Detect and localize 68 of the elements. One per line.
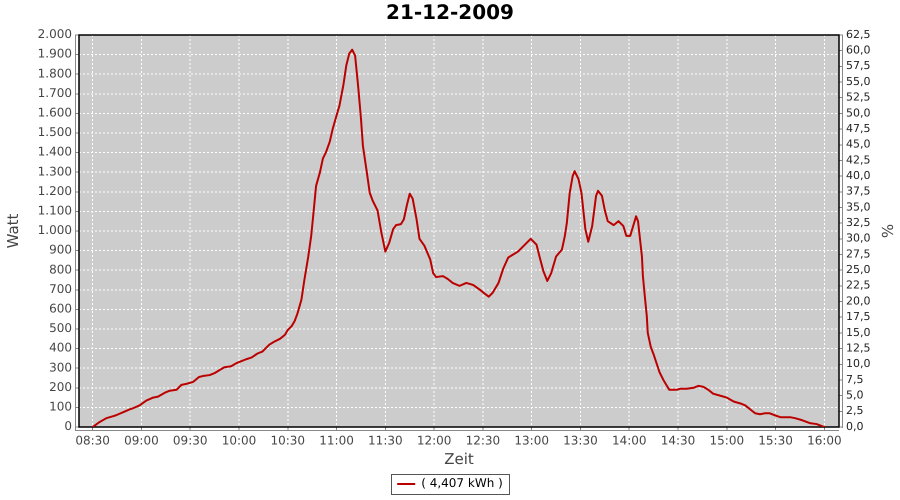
x-tick-label: 12:30 bbox=[466, 433, 500, 448]
y-tick-label: 400 bbox=[49, 340, 72, 355]
y2-tick-label: 52,5 bbox=[846, 90, 870, 104]
x-tick-label: 14:00 bbox=[612, 433, 647, 448]
y2-tick-label: 60,0 bbox=[846, 44, 870, 57]
x-tick-label: 13:00 bbox=[514, 433, 549, 448]
y2-tick-label: 62,5 bbox=[846, 28, 870, 41]
y-tick-label: 900 bbox=[49, 242, 72, 257]
x-tick-label: 08:30 bbox=[75, 433, 110, 448]
y2-tick-label: 42,5 bbox=[846, 153, 870, 166]
y-axis-title: Watt bbox=[4, 213, 22, 248]
y2-tick-label: 2,5 bbox=[846, 404, 864, 418]
y2-tick-label: 22,5 bbox=[846, 278, 870, 292]
x-tick-label: 11:00 bbox=[319, 433, 354, 448]
y-tick-label: 500 bbox=[49, 321, 72, 336]
y2-tick-label: 25,0 bbox=[846, 263, 870, 276]
y2-tick-label: 5,0 bbox=[846, 388, 864, 402]
y2-tick-label: 20,0 bbox=[846, 294, 870, 308]
x-tick-label: 15:00 bbox=[710, 433, 744, 448]
y-tick-label: 2.000 bbox=[38, 27, 72, 42]
x-tick-label: 12:00 bbox=[416, 433, 452, 448]
x-axis-title: Zeit bbox=[444, 450, 474, 468]
y-tick-label: 1.400 bbox=[38, 144, 72, 159]
y2-tick-label: 40,0 bbox=[846, 168, 870, 182]
y2-tick-label: 15,0 bbox=[846, 326, 870, 339]
y2-tick-label: 17,5 bbox=[846, 310, 870, 324]
y-tick-label: 700 bbox=[49, 282, 72, 296]
y-tick-label: 0 bbox=[64, 419, 72, 434]
y-tick-label: 1.300 bbox=[38, 164, 72, 178]
x-tick-label: 15:30 bbox=[758, 433, 793, 448]
y2-axis-title: % bbox=[878, 224, 896, 238]
y2-tick-label: 47,5 bbox=[846, 122, 870, 135]
y2-tick-label: 45,0 bbox=[846, 138, 870, 151]
y2-tick-label: 12,5 bbox=[846, 341, 870, 354]
y2-tick-label: 10,0 bbox=[846, 357, 870, 370]
x-tick-label: 09:30 bbox=[172, 433, 208, 448]
y-tick-label: 1.200 bbox=[38, 184, 72, 198]
x-tick-label: 11:30 bbox=[368, 433, 403, 448]
y-tick-label: 1.100 bbox=[38, 204, 72, 218]
x-tick-label: 13:30 bbox=[563, 433, 598, 448]
y2-tick-label: 37,5 bbox=[846, 184, 870, 198]
legend-label: ( 4,407 kWh ) bbox=[421, 476, 503, 490]
y-tick-label: 1.700 bbox=[38, 86, 72, 100]
y-tick-label: 100 bbox=[49, 400, 72, 414]
x-tick-label: 16:00 bbox=[807, 433, 842, 448]
y2-tick-label: 0,0 bbox=[846, 420, 864, 433]
y2-tick-label: 57,5 bbox=[846, 59, 870, 72]
y2-tick-label: 35,0 bbox=[846, 200, 870, 214]
y-tick-label: 800 bbox=[49, 262, 72, 276]
y-tick-label: 1.000 bbox=[38, 223, 72, 238]
chart-title: 21-12-2009 bbox=[386, 0, 514, 24]
y2-tick-label: 32,5 bbox=[846, 216, 870, 230]
y2-tick-label: 27,5 bbox=[846, 247, 870, 260]
y-tick-label: 1.800 bbox=[38, 66, 72, 80]
y-tick-label: 1.600 bbox=[38, 106, 72, 120]
x-tick-label: 09:00 bbox=[124, 433, 159, 448]
x-tick-label: 10:00 bbox=[222, 433, 256, 448]
y-tick-label: 300 bbox=[49, 360, 72, 374]
y-tick-label: 600 bbox=[49, 302, 72, 316]
y2-tick-label: 7,5 bbox=[846, 372, 864, 386]
x-tick-label: 10:30 bbox=[270, 433, 306, 448]
y-tick-label: 200 bbox=[49, 380, 72, 394]
y-tick-label: 1.500 bbox=[38, 125, 72, 140]
y-tick-label: 1.900 bbox=[38, 46, 72, 61]
y2-tick-label: 30,0 bbox=[846, 232, 870, 245]
x-tick-label: 14:30 bbox=[660, 433, 696, 448]
y2-tick-label: 50,0 bbox=[846, 106, 870, 120]
y2-tick-label: 55,0 bbox=[846, 74, 870, 88]
